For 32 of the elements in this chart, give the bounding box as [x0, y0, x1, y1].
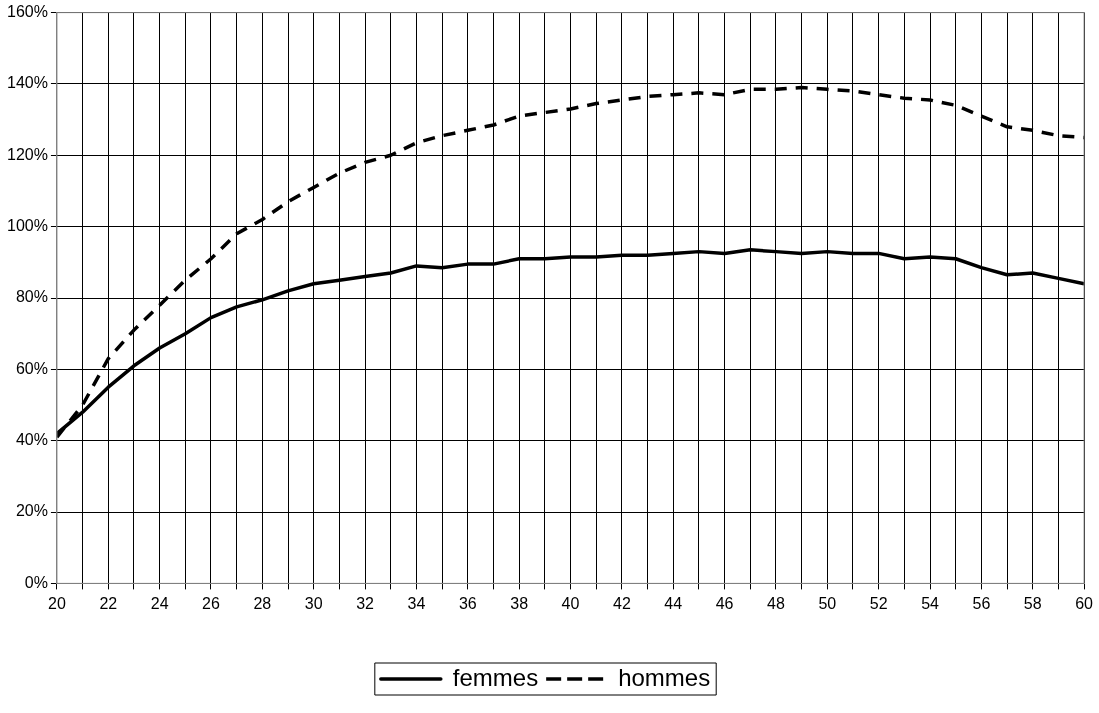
- y-tick-label: 120%: [7, 145, 48, 163]
- y-tick-label: 40%: [15, 431, 48, 449]
- x-tick-label: 22: [99, 595, 118, 613]
- x-tick-label: 56: [972, 595, 991, 613]
- x-tick-label: 36: [458, 595, 477, 613]
- legend-label: femmes: [452, 663, 539, 691]
- x-tick-label: 48: [767, 595, 785, 613]
- x-tick-label: 44: [664, 595, 683, 613]
- x-tick-label: 26: [202, 595, 220, 613]
- x-tick-label: 54: [921, 595, 940, 613]
- x-tick-label: 58: [1023, 595, 1042, 613]
- x-tick-label: 42: [612, 595, 631, 613]
- x-tick-label: 32: [356, 595, 375, 613]
- x-tick-label: 52: [869, 595, 888, 613]
- y-tick-label: 160%: [7, 3, 48, 21]
- x-tick-label: 46: [715, 595, 734, 613]
- x-tick-label: 24: [150, 595, 169, 613]
- y-tick-label: 100%: [7, 217, 48, 235]
- x-tick-label: 34: [407, 595, 426, 613]
- y-tick-label: 60%: [15, 359, 48, 377]
- legend-label: hommes: [618, 663, 711, 691]
- y-tick-label: 0%: [24, 573, 48, 591]
- x-tick-label: 38: [510, 595, 529, 613]
- y-tick-label: 80%: [15, 288, 48, 306]
- x-tick-label: 28: [253, 595, 272, 613]
- x-tick-label: 20: [48, 595, 66, 613]
- x-tick-label: 50: [818, 595, 837, 613]
- y-tick-label: 20%: [15, 502, 48, 520]
- x-tick-label: 30: [304, 595, 323, 613]
- x-tick-label: 40: [561, 595, 580, 613]
- x-tick-label: 60: [1075, 595, 1094, 613]
- y-tick-label: 140%: [7, 74, 48, 92]
